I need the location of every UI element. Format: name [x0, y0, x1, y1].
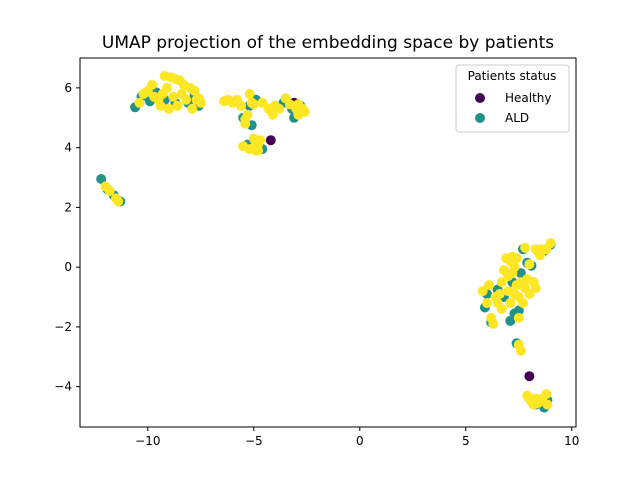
point-unlabeled-14	[164, 103, 174, 114]
point-unlabeled-47	[240, 114, 251, 125]
point-unlabeled-16	[168, 91, 179, 102]
point-unlabeled-80	[509, 262, 520, 273]
legend-marker-healthy	[475, 93, 485, 103]
axes-layer: −10 −5 0 5 10 −4 −2 0 2 4 6	[54, 81, 579, 448]
legend-label-healthy: Healthy	[505, 91, 552, 105]
y-tick-label-0: −4	[54, 380, 72, 394]
point-unlabeled-81	[511, 253, 522, 264]
point-unlabeled-7	[147, 79, 158, 90]
point-unlabeled-110	[542, 399, 553, 410]
point-unlabeled-46	[253, 145, 264, 156]
point-unlabeled-65	[488, 318, 499, 329]
point-unlabeled-43	[257, 97, 268, 108]
point-unlabeled-70	[496, 304, 507, 314]
point-unlabeled-59	[299, 106, 310, 117]
point-unlabeled-28	[195, 97, 206, 108]
point-unlabeled-61	[477, 286, 488, 297]
point-unlabeled-1	[104, 186, 115, 196]
point-unlabeled-91	[524, 259, 535, 270]
y-tick-label-2: 0	[64, 260, 72, 274]
point-unlabeled-13	[161, 82, 172, 93]
point-unlabeled-48	[248, 99, 259, 110]
points-layer	[96, 70, 556, 413]
point-unlabeled-63	[484, 280, 495, 291]
point-unlabeled-76	[505, 298, 516, 308]
point-ald-0	[96, 174, 107, 184]
point-unlabeled-90	[524, 289, 535, 299]
point-unlabeled-10	[155, 100, 166, 111]
point-unlabeled-22	[181, 94, 191, 105]
point-unlabeled-100	[515, 345, 526, 356]
point-unlabeled-50	[267, 109, 278, 120]
legend-label-ald: ALD	[505, 111, 529, 125]
y-tick-label-3: 2	[64, 200, 72, 214]
x-tick-label-0: −10	[135, 434, 160, 448]
x-tick-label-1: −5	[245, 434, 263, 448]
y-tick-label-4: 4	[64, 141, 72, 155]
point-unlabeled-25	[189, 85, 200, 96]
point-unlabeled-52	[274, 103, 285, 114]
point-unlabeled-33	[236, 100, 247, 111]
point-ald-28	[505, 315, 516, 326]
point-unlabeled-109	[541, 389, 552, 400]
x-tick-label-2: 0	[356, 434, 364, 448]
point-ald-30	[513, 305, 524, 316]
point-unlabeled-98	[545, 238, 556, 249]
point-unlabeled-62	[482, 298, 492, 308]
point-unlabeled-68	[494, 289, 505, 299]
point-unlabeled-69	[496, 277, 507, 288]
x-tick-label-4: 10	[564, 434, 579, 448]
point-unlabeled-93	[530, 283, 541, 294]
legend-marker-ald	[475, 113, 485, 123]
legend: Patients status Healthy ALD	[455, 64, 570, 133]
y-tick-label-1: −2	[54, 320, 72, 334]
point-unlabeled-37	[244, 88, 255, 99]
point-healthy-3	[524, 371, 535, 382]
point-unlabeled-24	[187, 103, 198, 114]
x-tick-label-3: 5	[462, 434, 470, 448]
point-unlabeled-18	[172, 100, 183, 111]
legend-box	[455, 64, 570, 133]
point-unlabeled-4	[134, 97, 145, 108]
plot-frame	[79, 57, 577, 428]
point-unlabeled-86	[518, 298, 528, 308]
legend-title: Patients status	[468, 69, 557, 83]
point-unlabeled-3	[113, 196, 124, 207]
point-unlabeled-60	[293, 99, 304, 110]
point-unlabeled-88	[520, 242, 531, 253]
point-healthy-0	[265, 135, 276, 146]
point-unlabeled-42	[255, 135, 266, 146]
point-ald-32	[515, 268, 526, 279]
chart-title: UMAP projection of the embedding space b…	[102, 33, 554, 53]
y-tick-label-5: 6	[64, 81, 72, 95]
point-unlabeled-83	[513, 312, 524, 323]
